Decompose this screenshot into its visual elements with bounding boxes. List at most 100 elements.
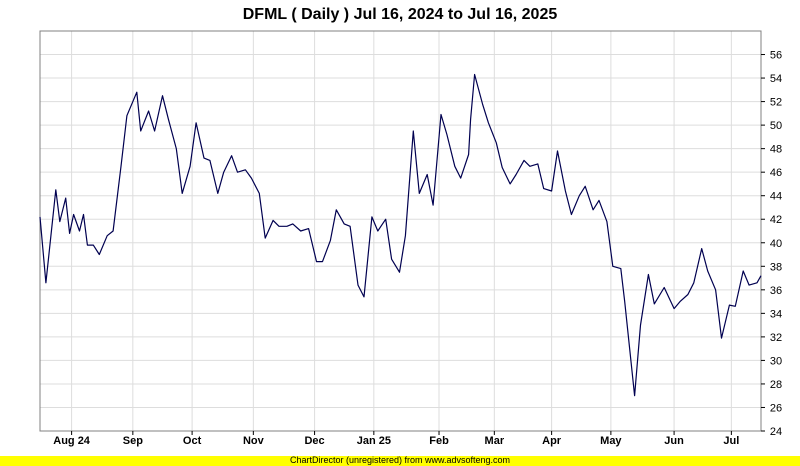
- price-point: [496, 142, 497, 143]
- y-tick-label: 28: [770, 379, 782, 391]
- price-point: [679, 301, 680, 302]
- price-point: [251, 178, 252, 179]
- price-point: [182, 193, 183, 194]
- price-point: [664, 287, 665, 288]
- price-point: [245, 169, 246, 170]
- price-point: [259, 193, 260, 194]
- price-point: [83, 214, 84, 215]
- price-point: [634, 395, 635, 396]
- y-tick-label: 52: [770, 97, 782, 109]
- price-point: [598, 200, 599, 201]
- price-point: [606, 221, 607, 222]
- x-tick-label: Apr: [542, 435, 562, 447]
- price-point: [743, 270, 744, 271]
- price-point: [265, 238, 266, 239]
- price-point: [460, 178, 461, 179]
- price-point: [648, 274, 649, 275]
- price-point: [79, 230, 80, 231]
- price-point: [537, 163, 538, 164]
- price-point: [488, 122, 489, 123]
- price-point: [231, 155, 232, 156]
- price-point: [55, 189, 56, 190]
- price-point: [45, 282, 46, 283]
- x-tick-label: Jul: [723, 435, 739, 447]
- price-point: [371, 216, 372, 217]
- y-tick-label: 26: [770, 402, 782, 414]
- y-tick-label: 34: [770, 308, 782, 320]
- y-axis: 24 26 28 30 32 34 36 38 40 42 44 46 48 50 52 54 56: [761, 50, 782, 438]
- price-point: [330, 240, 331, 241]
- y-tick-label: 30: [770, 355, 782, 367]
- price-point: [474, 74, 475, 75]
- x-tick-label: Feb: [429, 435, 449, 447]
- price-point: [470, 119, 471, 120]
- price-point: [65, 198, 66, 199]
- price-point: [113, 230, 114, 231]
- price-point: [735, 306, 736, 307]
- price-point: [529, 166, 530, 167]
- price-point: [693, 282, 694, 283]
- x-tick-label: May: [600, 435, 622, 447]
- x-tick-label: Jun: [664, 435, 684, 447]
- price-point: [300, 230, 301, 231]
- price-point: [69, 233, 70, 234]
- price-point: [612, 266, 613, 267]
- price-point: [687, 294, 688, 295]
- price-point: [482, 103, 483, 104]
- price-point: [543, 188, 544, 189]
- price-point: [756, 282, 757, 283]
- footer-credit: ChartDirector (unregistered) from www.ad…: [289, 455, 511, 465]
- price-point: [715, 289, 716, 290]
- price-point: [237, 172, 238, 173]
- price-point: [377, 230, 378, 231]
- x-tick-label: Jan 25: [357, 435, 391, 447]
- price-point: [39, 216, 40, 217]
- x-tick-label: Oct: [183, 435, 202, 447]
- x-tick-label: Sep: [123, 435, 143, 447]
- price-point: [136, 92, 137, 93]
- x-tick-label: Nov: [243, 435, 265, 447]
- y-tick-label: 38: [770, 261, 782, 273]
- price-point: [468, 154, 469, 155]
- price-point: [99, 254, 100, 255]
- price-point: [107, 235, 108, 236]
- price-point: [419, 193, 420, 194]
- y-tick-label: 24: [770, 426, 782, 438]
- grid-lines: [40, 31, 761, 432]
- price-point: [223, 172, 224, 173]
- y-tick-label: 42: [770, 214, 782, 226]
- price-point: [399, 272, 400, 273]
- price-series-line: [39, 73, 762, 397]
- price-point: [440, 114, 441, 115]
- price-point: [154, 130, 155, 131]
- price-point: [93, 245, 94, 246]
- y-tick-label: 48: [770, 144, 782, 156]
- price-point: [316, 261, 317, 262]
- price-point: [278, 226, 279, 227]
- price-point: [322, 261, 323, 262]
- price-point: [565, 190, 566, 191]
- price-point: [292, 223, 293, 224]
- x-tick-label: Dec: [304, 435, 324, 447]
- price-point: [73, 214, 74, 215]
- price-point: [405, 235, 406, 236]
- price-point: [760, 275, 761, 276]
- plot-border: [39, 30, 762, 432]
- price-point: [749, 285, 750, 286]
- x-axis: Aug 24 Sep Oct Nov Dec Jan 25 Feb Mar Apr May Jun J…: [53, 431, 739, 447]
- price-point: [168, 119, 169, 120]
- price-point: [557, 150, 558, 151]
- price-point: [176, 148, 177, 149]
- price-point: [502, 167, 503, 168]
- price-point: [624, 301, 625, 302]
- price-point: [516, 174, 517, 175]
- x-tick-label: Aug 24: [53, 435, 91, 447]
- price-point: [196, 122, 197, 123]
- price-point: [140, 130, 141, 131]
- y-tick-label: 50: [770, 120, 782, 132]
- price-point: [336, 209, 337, 210]
- plot-background: [40, 31, 761, 431]
- price-point: [579, 195, 580, 196]
- price-point: [593, 209, 594, 210]
